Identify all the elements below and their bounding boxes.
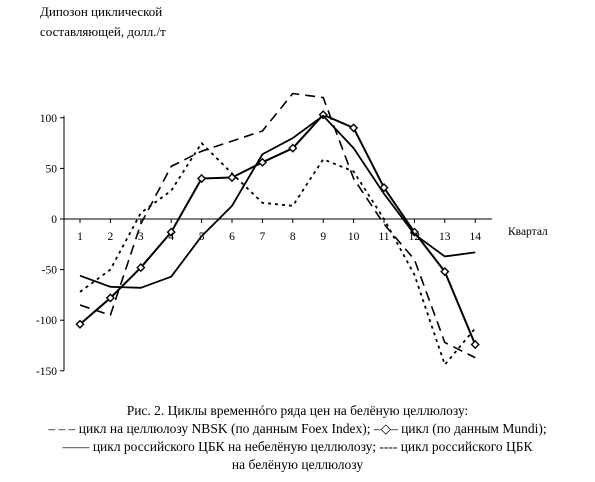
x-tick-label: 13 xyxy=(439,231,451,243)
x-tick-label: 5 xyxy=(199,231,205,243)
y-axis-label-line-2: составляющей, долл./т xyxy=(40,24,166,39)
x-tick-label: 12 xyxy=(409,231,421,243)
caption-line-4: на белёную целлюлозу xyxy=(231,457,364,472)
y-tick-label: -150 xyxy=(36,366,57,378)
x-tick-label: 14 xyxy=(469,231,481,243)
series-line-short-dash xyxy=(79,142,476,366)
y-tick-label: 50 xyxy=(46,163,58,175)
data-point-diamond xyxy=(470,339,480,350)
data-point-diamond xyxy=(105,293,115,303)
series-line-solid xyxy=(79,114,476,289)
x-tick-label: 4 xyxy=(168,231,174,243)
series-line-long-dash xyxy=(79,92,476,359)
y-axis-label: Дипозон циклической составляющей, долл./… xyxy=(40,2,166,42)
caption-line-2: – – – цикл на целлюлозу NBSK (по данным … xyxy=(48,421,547,436)
x-tick-label: 9 xyxy=(320,231,326,243)
x-tick-label: 7 xyxy=(260,231,266,243)
y-axis-label-line-1: Дипозон циклической xyxy=(40,4,163,19)
axes xyxy=(60,115,492,372)
data-point-diamond xyxy=(197,173,207,184)
figure-caption: Рис. 2. Циклы временнóго ряда цен на бел… xyxy=(0,402,595,474)
x-tick-label: 1 xyxy=(77,231,83,243)
data-point-diamond xyxy=(288,143,298,153)
series-layer xyxy=(75,92,480,366)
data-point-diamond xyxy=(440,267,450,277)
caption-line-1: Рис. 2. Циклы временнóго ряда цен на бел… xyxy=(126,403,469,418)
data-point-diamond xyxy=(75,319,85,329)
x-tick-label: 11 xyxy=(378,231,389,243)
y-tick-label: 100 xyxy=(40,113,58,125)
x-axis-label: Квартал xyxy=(508,226,548,238)
x-tick-label: 10 xyxy=(348,231,360,243)
data-point-diamond xyxy=(349,123,359,133)
caption-line-3: —— цикл российского ЦБК на небелёную цел… xyxy=(62,439,533,454)
x-tick-label: 3 xyxy=(138,231,144,243)
data-point-diamond xyxy=(227,172,237,183)
y-tick-label: 0 xyxy=(51,214,57,226)
x-tick-label: 8 xyxy=(290,231,296,243)
series-line-solid-diamond xyxy=(79,113,477,345)
x-tick-label: 6 xyxy=(229,231,235,243)
data-point-diamond xyxy=(166,227,176,237)
data-point-diamond xyxy=(136,262,146,273)
data-point-diamond xyxy=(257,157,267,167)
y-tick-label: -50 xyxy=(42,265,58,277)
x-tick-label: 2 xyxy=(108,231,114,243)
y-tick-label: -100 xyxy=(36,315,57,327)
